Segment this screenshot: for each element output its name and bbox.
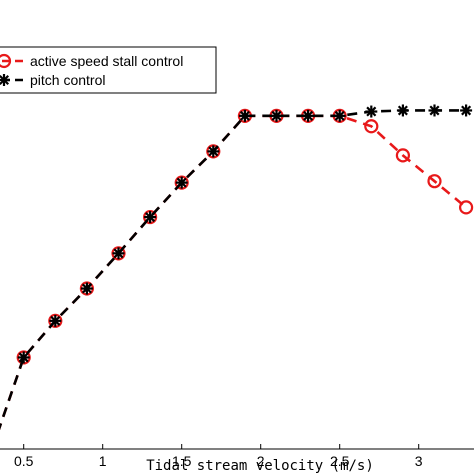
series-line — [0, 109, 467, 431]
data-point-asterisk — [207, 145, 220, 158]
data-point-asterisk — [302, 109, 315, 122]
data-point-asterisk — [49, 314, 62, 327]
data-point-asterisk — [112, 247, 125, 260]
legend-label: active speed stall control — [30, 53, 183, 69]
x-tick-label: 1 — [99, 453, 107, 469]
data-point-asterisk — [238, 109, 251, 122]
data-point-circle — [427, 174, 442, 189]
data-point-asterisk — [144, 211, 157, 224]
legend-entry: active speed stall control — [0, 53, 183, 69]
data-point-asterisk — [80, 282, 93, 295]
data-point-asterisk — [0, 74, 10, 86]
x-tick-label: 2 — [257, 453, 265, 469]
data-point-asterisk — [460, 104, 473, 117]
series-line — [0, 114, 467, 431]
legend-box — [0, 46, 217, 94]
series-layer — [0, 104, 474, 431]
x-axis-ticks: 0.5 1 1.5 2 2.5 3 — [14, 444, 423, 469]
data-point-asterisk — [17, 351, 30, 364]
x-tick-label: 2.5 — [330, 453, 350, 469]
data-point-asterisk — [270, 109, 283, 122]
series-pitch-control — [0, 104, 473, 431]
x-tick-label: 3 — [415, 453, 423, 469]
legend-entry: pitch control — [0, 72, 105, 88]
x-axis-label: Tidal stream velocity (m/s) — [146, 458, 374, 474]
data-point-circle — [459, 200, 474, 215]
data-point-asterisk — [333, 109, 346, 122]
legend: active speed stall control pitch control — [0, 46, 217, 94]
x-tick-label: 1.5 — [172, 453, 192, 469]
legend-label: pitch control — [30, 72, 105, 88]
x-tick-label: 0.5 — [14, 453, 34, 469]
data-point-asterisk — [428, 104, 441, 117]
data-point-circle — [0, 53, 12, 69]
data-point-circle — [395, 148, 410, 163]
data-point-asterisk — [175, 176, 188, 189]
data-point-asterisk — [365, 105, 378, 118]
data-point-asterisk — [396, 104, 409, 117]
data-point-circle — [364, 119, 379, 134]
series-active-speed-stall-control — [0, 108, 474, 431]
